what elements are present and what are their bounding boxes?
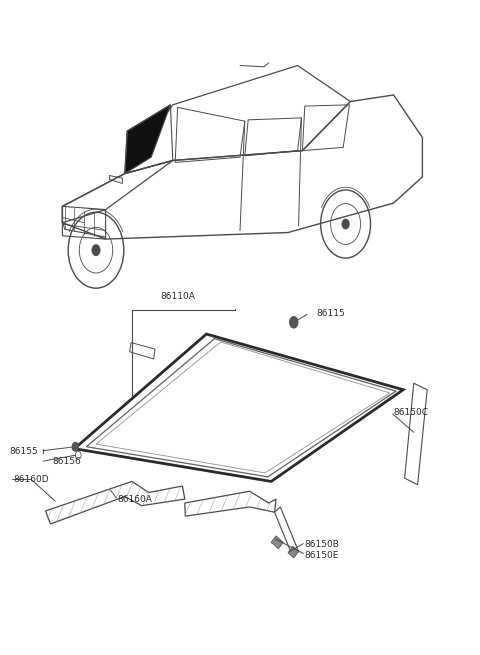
Text: 86115: 86115 (317, 309, 346, 318)
Circle shape (72, 442, 79, 451)
Text: 86150B: 86150B (305, 540, 340, 550)
Polygon shape (288, 546, 299, 558)
Text: 86160D: 86160D (13, 475, 49, 484)
Text: 86155: 86155 (10, 447, 38, 457)
Circle shape (289, 316, 298, 328)
Text: 86150E: 86150E (305, 551, 339, 560)
Polygon shape (271, 536, 283, 549)
Text: 86160A: 86160A (118, 495, 153, 504)
Circle shape (342, 219, 349, 229)
Text: 86150C: 86150C (394, 408, 429, 417)
Polygon shape (125, 105, 170, 174)
Text: 86110A: 86110A (160, 291, 195, 301)
Circle shape (92, 244, 100, 256)
Text: 86156: 86156 (53, 457, 82, 466)
